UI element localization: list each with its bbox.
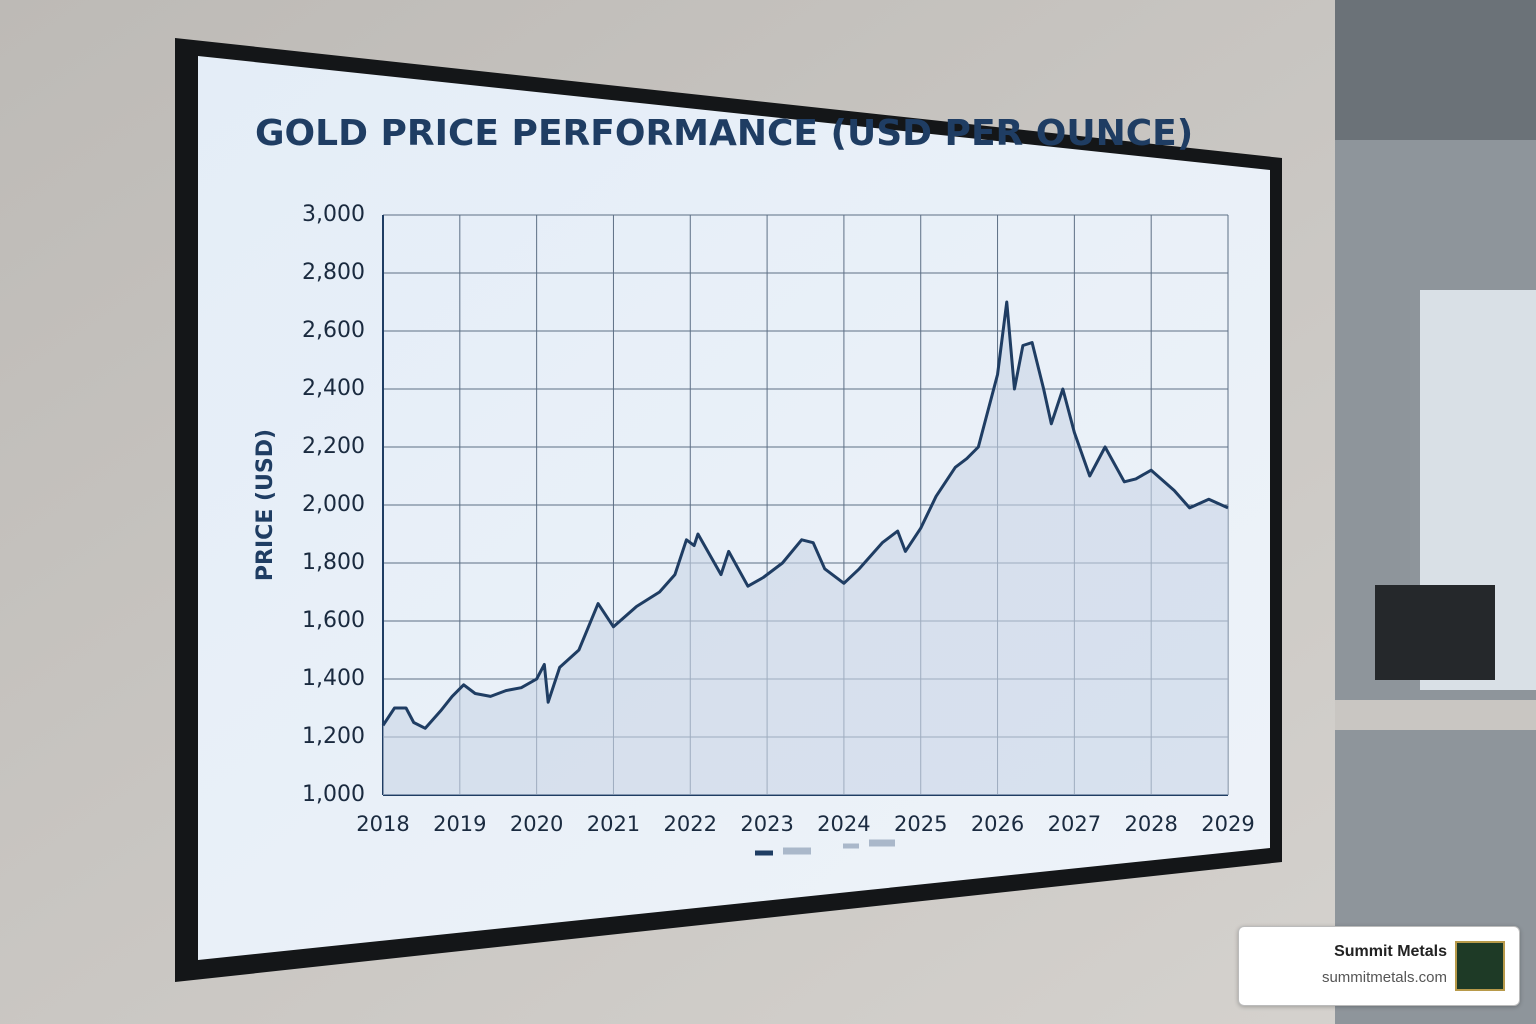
x-tick-label: 2023 bbox=[740, 812, 793, 836]
x-tick-label: 2018 bbox=[356, 812, 409, 836]
y-tick-label: 1,000 bbox=[302, 782, 365, 807]
y-tick-label: 2,800 bbox=[302, 260, 365, 285]
y-tick-label: 2,000 bbox=[302, 492, 365, 517]
badge-name: Summit Metals bbox=[1334, 943, 1447, 960]
x-tick-label: 2020 bbox=[510, 812, 563, 836]
x-tick-label: 2019 bbox=[433, 812, 486, 836]
x-tick-label: 2022 bbox=[664, 812, 717, 836]
y-tick-label: 2,400 bbox=[302, 376, 365, 401]
x-tick-label: 2025 bbox=[894, 812, 947, 836]
ceiling bbox=[1335, 0, 1536, 140]
x-tick-label: 2021 bbox=[587, 812, 640, 836]
y-tick-label: 2,600 bbox=[302, 318, 365, 343]
badge-url: summitmetals.com bbox=[1321, 969, 1447, 986]
y-tick-label: 1,200 bbox=[302, 724, 365, 749]
y-axis-label: PRICE (USD) bbox=[253, 429, 278, 581]
monitor bbox=[1375, 585, 1495, 680]
desk bbox=[1335, 700, 1536, 730]
plot: 1,000 1,200 1,400 1,600 1,800 2,000 2,200 2,400… bbox=[302, 202, 1255, 836]
badge: Summit Metals summitmetals.com bbox=[1238, 926, 1520, 1006]
y-tick-label: 1,800 bbox=[302, 550, 365, 575]
x-tick-label: 2027 bbox=[1048, 812, 1101, 836]
y-tick-label: 1,400 bbox=[302, 666, 365, 691]
y-tick-label: 1,600 bbox=[302, 608, 365, 633]
x-tick-label: 2029 bbox=[1201, 812, 1254, 836]
badge-logo bbox=[1455, 941, 1505, 991]
price-line bbox=[381, 300, 1229, 730]
chart-title: GOLD PRICE PERFORMANCE (USD PER OUNCE) bbox=[255, 113, 1193, 154]
y-tick-label: 2,200 bbox=[302, 434, 365, 459]
area-fill bbox=[383, 302, 1228, 795]
x-tick-label: 2026 bbox=[971, 812, 1024, 836]
y-tick-label: 3,000 bbox=[302, 202, 365, 227]
x-tick-label: 2024 bbox=[817, 812, 870, 836]
x-tick-label: 2028 bbox=[1124, 812, 1177, 836]
legend-dashes bbox=[755, 839, 895, 856]
